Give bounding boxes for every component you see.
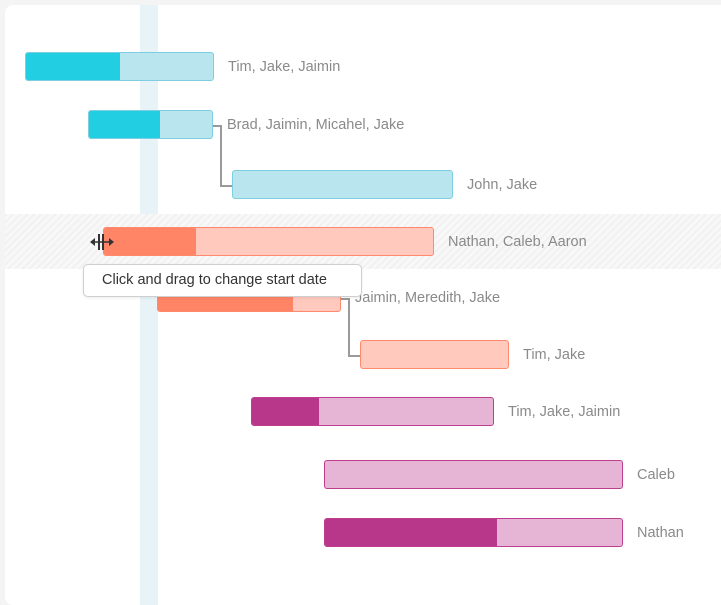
task-assignees: Tim, Jake (523, 347, 586, 363)
task-bar[interactable] (324, 460, 623, 489)
task-progress-fill (104, 228, 197, 255)
tooltip: Click and drag to change start date (83, 264, 362, 297)
task-assignees: Tim, Jake, Jaimin (508, 404, 621, 420)
task-assignees: Nathan, Caleb, Aaron (448, 234, 587, 250)
task-assignees: Brad, Jaimin, Micahel, Jake (227, 117, 405, 133)
task-assignees: Nathan (637, 525, 684, 541)
task-bar[interactable] (232, 170, 453, 199)
dependency-connector (348, 298, 360, 357)
task-bar[interactable] (324, 518, 623, 547)
dependency-connector (220, 125, 232, 187)
task-bar[interactable] (25, 52, 214, 81)
dependency-connector-stub (341, 298, 350, 300)
task-assignees: Jaimin, Meredith, Jake (355, 290, 501, 306)
task-bar[interactable] (88, 110, 213, 139)
task-progress-fill (325, 519, 498, 546)
task-progress-fill (89, 111, 161, 138)
resize-horizontal-icon (90, 234, 114, 250)
task-progress-fill (252, 398, 320, 425)
task-bar[interactable] (103, 227, 434, 256)
task-assignees: Caleb (637, 467, 675, 483)
task-progress-fill (26, 53, 120, 80)
task-bar[interactable] (251, 397, 494, 426)
gantt-chart: Tim, Jake, Jaimin Brad, Jaimin, Micahel, … (5, 5, 721, 605)
task-bar[interactable] (360, 340, 509, 369)
today-column (140, 5, 158, 605)
dependency-connector-stub (213, 125, 222, 127)
task-assignees: John, Jake (467, 177, 538, 193)
task-assignees: Tim, Jake, Jaimin (228, 59, 341, 75)
